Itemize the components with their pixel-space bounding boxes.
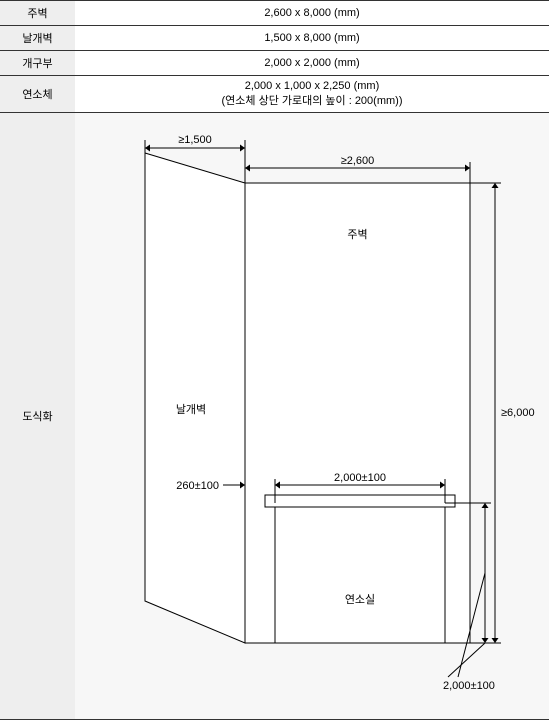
- row-main-wall-label: 주벽: [0, 1, 75, 26]
- row-diagram-label: 도식화: [0, 113, 75, 720]
- svg-text:≥6,000: ≥6,000: [501, 407, 535, 419]
- row-wing-wall-value: 1,500 x 8,000 (mm): [75, 26, 549, 51]
- row-opening-value: 2,000 x 2,000 (mm): [75, 51, 549, 76]
- row-wing-wall-label: 날개벽: [0, 26, 75, 51]
- combust-line2: (연소체 상단 가로대의 높이 : 200(mm)): [222, 95, 403, 107]
- svg-text:연소실: 연소실: [345, 593, 375, 606]
- svg-text:날개벽: 날개벽: [176, 403, 206, 416]
- row-combust-body-value: 2,000 x 1,000 x 2,250 (mm) (연소체 상단 가로대의 …: [75, 76, 549, 113]
- combust-line1: 2,000 x 1,000 x 2,250 (mm): [245, 80, 380, 92]
- diagram-svg: 주벽날개벽연소실 ≥1,500 ≥2,600 ≥6,000 260±100 2,000±1…: [75, 113, 549, 719]
- row-main-wall-value: 2,600 x 8,000 (mm): [75, 1, 549, 26]
- row-combust-body-label: 연소체: [0, 76, 75, 113]
- svg-text:2,000±100: 2,000±100: [443, 680, 495, 692]
- diagram-cell: 주벽날개벽연소실 ≥1,500 ≥2,600 ≥6,000 260±100 2,000±1…: [75, 113, 549, 720]
- svg-text:주벽: 주벽: [347, 228, 367, 241]
- svg-text:260±100: 260±100: [176, 480, 219, 492]
- row-opening-label: 개구부: [0, 51, 75, 76]
- svg-text:2,000±100: 2,000±100: [334, 472, 386, 484]
- svg-text:≥1,500: ≥1,500: [178, 134, 212, 146]
- svg-text:≥2,600: ≥2,600: [341, 155, 375, 167]
